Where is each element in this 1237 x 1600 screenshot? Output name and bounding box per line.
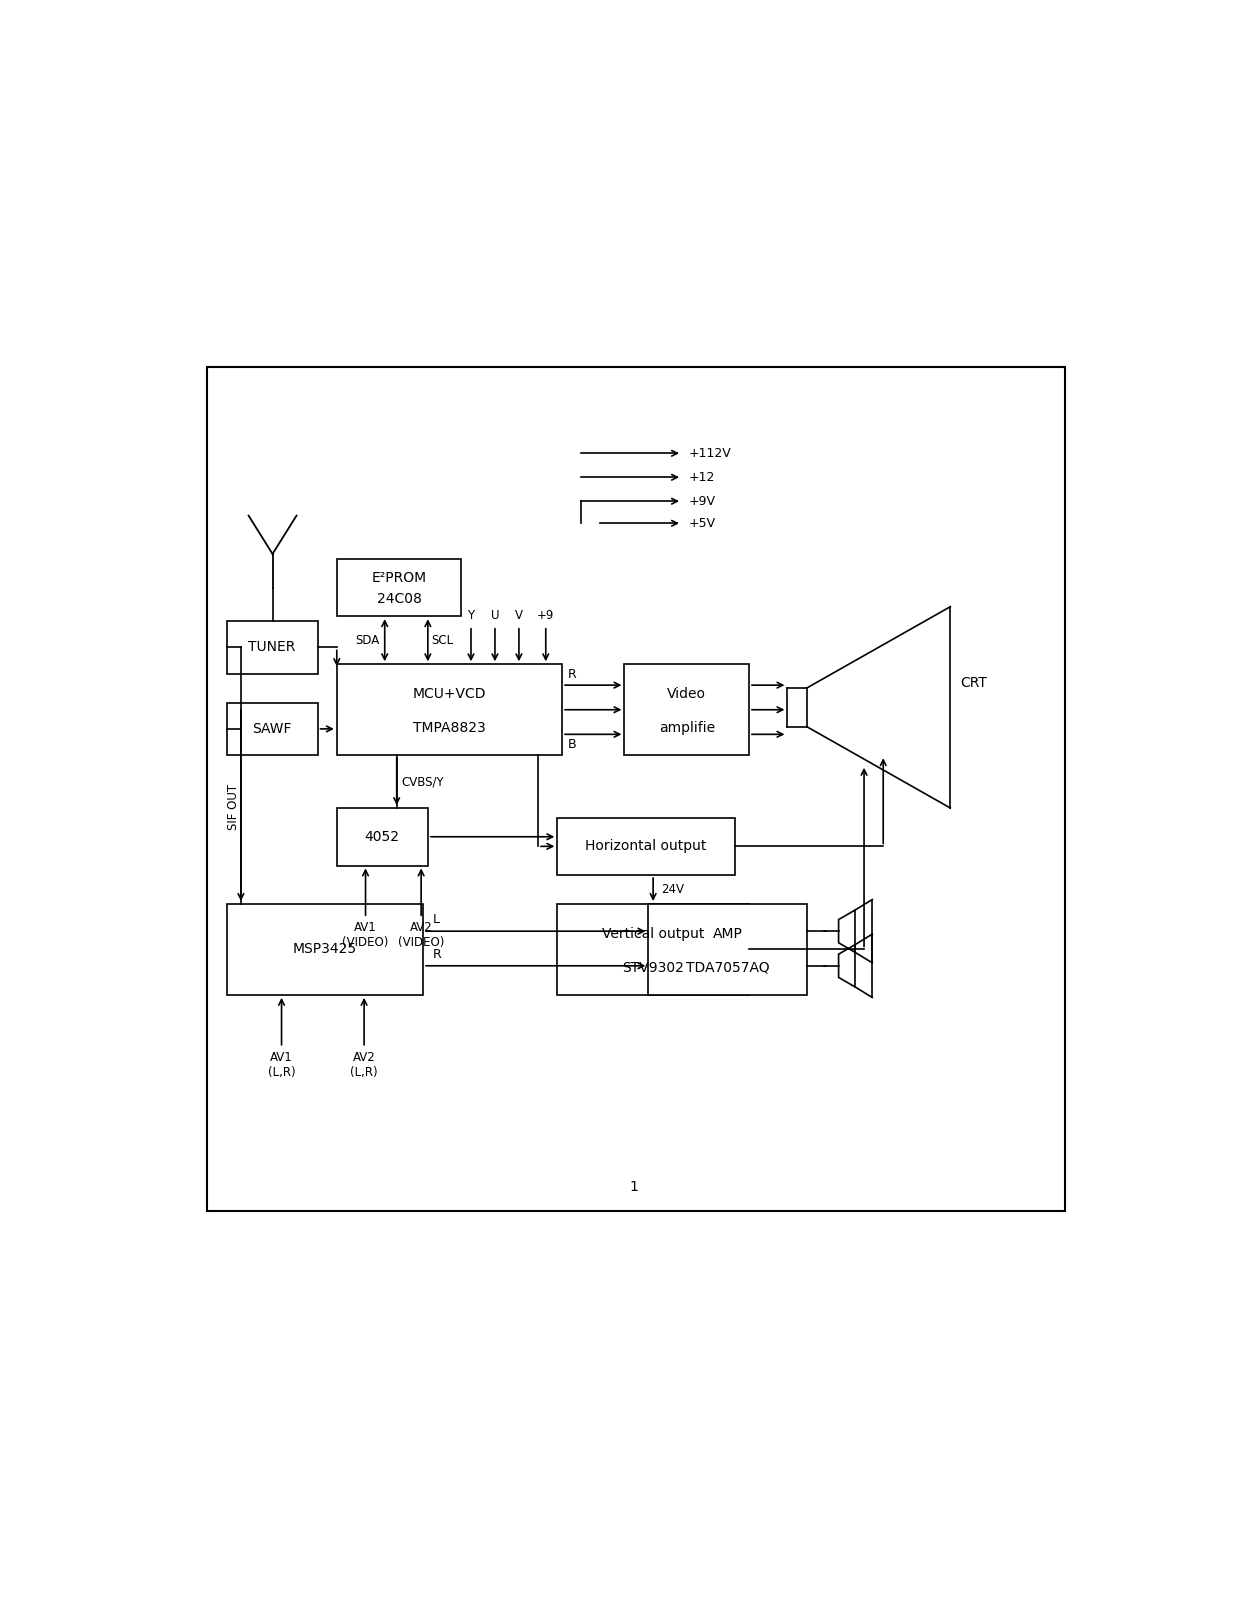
Text: TMPA8823: TMPA8823: [413, 722, 486, 734]
Text: +12: +12: [689, 470, 715, 483]
Text: amplifie: amplifie: [658, 722, 715, 734]
Text: +9: +9: [537, 610, 554, 622]
Text: 4052: 4052: [365, 830, 400, 843]
Text: MCU+VCD: MCU+VCD: [413, 688, 486, 701]
Text: L: L: [433, 914, 439, 926]
Text: AV1
(VIDEO): AV1 (VIDEO): [343, 922, 388, 949]
Bar: [226, 904, 423, 995]
Bar: [336, 558, 461, 616]
Bar: [625, 664, 748, 755]
Text: SCL: SCL: [432, 634, 454, 646]
Text: R: R: [433, 949, 442, 962]
Text: +5V: +5V: [689, 517, 716, 530]
Text: SDA: SDA: [356, 634, 380, 646]
Text: STV9302: STV9302: [622, 960, 684, 974]
Text: +9V: +9V: [689, 494, 716, 507]
Bar: [226, 621, 318, 674]
Text: Video: Video: [667, 688, 706, 701]
Text: U: U: [491, 610, 500, 622]
Text: TUNER: TUNER: [249, 640, 296, 654]
Text: R: R: [568, 669, 576, 682]
Bar: [336, 664, 562, 755]
Text: SIF OUT: SIF OUT: [226, 784, 240, 830]
Bar: [226, 702, 318, 755]
Text: AV2
(L,R): AV2 (L,R): [350, 1051, 379, 1078]
Text: AV1
(L,R): AV1 (L,R): [267, 1051, 296, 1078]
Bar: [208, 366, 1065, 1211]
Text: Vertical output: Vertical output: [602, 926, 704, 941]
Text: 24C08: 24C08: [376, 592, 422, 606]
Text: E²PROM: E²PROM: [371, 571, 427, 584]
Text: CVBS/Y: CVBS/Y: [402, 774, 444, 789]
Text: AMP: AMP: [713, 926, 742, 941]
Bar: [557, 818, 735, 875]
Text: AV2
(VIDEO): AV2 (VIDEO): [398, 922, 444, 949]
Text: Y: Y: [468, 610, 475, 622]
Text: 1: 1: [630, 1179, 638, 1194]
Text: SAWF: SAWF: [252, 722, 292, 736]
Text: Horizontal output: Horizontal output: [585, 840, 706, 853]
Bar: [336, 808, 428, 866]
Text: 24V: 24V: [661, 883, 684, 896]
Text: +112V: +112V: [689, 446, 731, 459]
Bar: [648, 904, 807, 995]
Bar: [557, 904, 748, 995]
Text: B: B: [568, 738, 576, 750]
Text: MSP3425: MSP3425: [293, 942, 356, 957]
Text: CRT: CRT: [960, 677, 987, 690]
Text: V: V: [515, 610, 523, 622]
Text: TDA7057AQ: TDA7057AQ: [685, 960, 769, 974]
